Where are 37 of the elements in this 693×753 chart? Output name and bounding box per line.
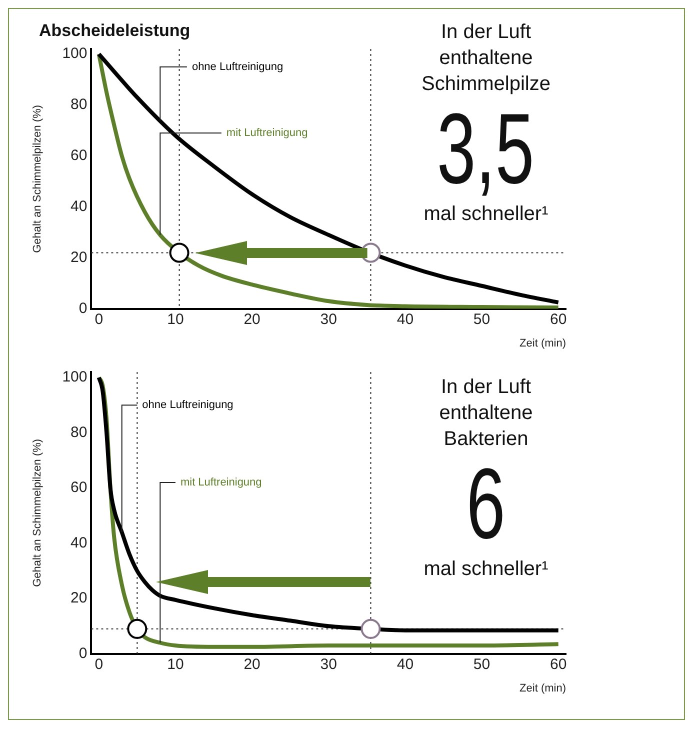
text: mit Luftreinigung: [180, 476, 262, 489]
x-axis-title: Zeit (min): [520, 682, 566, 694]
x-tick-label: 50: [473, 310, 490, 328]
y-tick-label: 40: [70, 198, 88, 216]
y-tick-label: 40: [70, 534, 88, 552]
x-tick-label: 0: [94, 310, 104, 328]
x-tick-label: 50: [473, 656, 490, 673]
y-tick-label: 80: [70, 424, 88, 441]
y-tick-label: 60: [70, 479, 88, 496]
x-tick-label: 10: [167, 310, 184, 328]
chart-title: Abscheideleistung: [39, 21, 190, 41]
annotation: mal schneller¹: [424, 557, 548, 582]
y-tick-label: 0: [78, 644, 88, 662]
x-axis-title: Zeit (min): [520, 337, 566, 350]
y-tick-label: 20: [70, 249, 88, 266]
x-tick-label: 40: [396, 656, 414, 673]
x-tick-label: 0: [94, 656, 104, 673]
text: ohne Luftreinigung: [192, 60, 284, 73]
annotation: mal schneller¹: [424, 202, 548, 227]
x-tick-label: 40: [396, 310, 414, 328]
x-tick-label: 20: [244, 310, 260, 328]
y-tick-label: 20: [70, 590, 88, 607]
y-tick-label: 100: [62, 368, 88, 386]
text: ohne Luftreinigung: [142, 399, 234, 412]
x-tick-label: 30: [320, 310, 337, 328]
text: mit Luftreinigung: [226, 127, 308, 140]
x-tick-label: 30: [320, 656, 337, 673]
y-axis-title: Gehalt an Schimmelpilzen (%): [32, 438, 44, 587]
y-tick-label: 100: [62, 45, 88, 62]
y-tick-label: 80: [70, 96, 88, 114]
x-tick-label: 10: [167, 656, 184, 673]
y-tick-label: 0: [78, 300, 88, 317]
x-tick-label: 60: [550, 310, 567, 328]
y-axis-title: Gehalt an Schimmelpilzen (%): [32, 104, 44, 253]
y-tick-label: 60: [70, 147, 88, 164]
x-tick-label: 60: [550, 656, 567, 673]
x-tick-label: 20: [244, 656, 260, 673]
